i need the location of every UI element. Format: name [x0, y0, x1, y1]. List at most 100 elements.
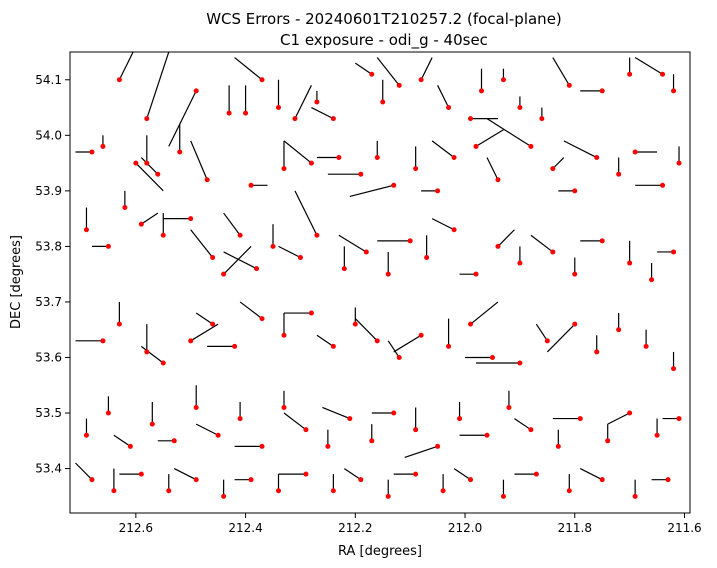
error-vector — [140, 345, 164, 364]
source-point — [160, 232, 166, 238]
source-point — [330, 343, 336, 349]
source-point — [627, 260, 633, 266]
error-vector — [190, 229, 214, 258]
source-point — [248, 182, 254, 188]
plot-area — [75, 52, 682, 499]
source-point — [111, 488, 117, 494]
error-vector — [607, 412, 630, 425]
error-vector — [316, 334, 334, 347]
source-point — [599, 477, 605, 483]
error-vector — [195, 423, 219, 436]
source-point — [632, 493, 638, 499]
source-markers — [83, 71, 682, 499]
source-point — [116, 321, 122, 327]
source-point — [144, 116, 150, 122]
source-point — [83, 227, 89, 233]
error-vector — [294, 85, 312, 119]
source-point — [105, 243, 111, 249]
error-vector — [311, 107, 334, 120]
source-point — [517, 360, 523, 366]
error-vector — [294, 190, 318, 236]
error-vector — [239, 301, 263, 320]
error-vector — [349, 184, 394, 197]
error-vector — [552, 157, 565, 170]
error-vector — [338, 234, 367, 253]
source-point — [144, 349, 150, 355]
error-vector — [75, 462, 93, 481]
error-vector — [470, 301, 499, 325]
error-vector — [552, 57, 570, 86]
source-point — [380, 99, 386, 105]
source-point — [616, 327, 622, 333]
source-point — [413, 471, 419, 477]
chart-title-line2: C1 exposure - odi_g - 40sec — [280, 31, 488, 50]
source-point — [254, 266, 260, 272]
x-tick-label: 212.2 — [338, 521, 372, 535]
source-point — [193, 88, 199, 94]
y-axis-label: DEC [degrees] — [9, 235, 24, 329]
source-point — [259, 316, 265, 322]
source-point — [193, 404, 199, 410]
source-point — [330, 488, 336, 494]
source-point — [133, 160, 139, 166]
y-tick-label: 54.1 — [35, 73, 62, 87]
error-vector — [475, 129, 504, 147]
error-vector — [146, 52, 170, 119]
source-point — [605, 438, 611, 444]
source-point — [391, 410, 397, 416]
chart-title-line1: WCS Errors - 20240601T210257.2 (focal-pl… — [206, 10, 562, 28]
source-point — [100, 143, 106, 149]
source-point — [671, 88, 677, 94]
error-vector — [497, 229, 515, 247]
source-point — [627, 71, 633, 77]
source-point — [473, 271, 479, 277]
source-point — [237, 232, 243, 238]
x-tick-label: 211.6 — [667, 521, 701, 535]
error-vector — [579, 468, 603, 481]
source-point — [457, 416, 463, 422]
error-vector — [376, 57, 400, 86]
error-vector — [283, 412, 307, 431]
source-point — [100, 338, 106, 344]
error-vector — [223, 212, 241, 236]
x-tick-label: 212.0 — [448, 521, 482, 535]
source-point — [479, 88, 485, 94]
source-point — [171, 438, 177, 444]
source-point — [314, 99, 320, 105]
source-point — [676, 416, 682, 422]
source-point — [616, 171, 622, 177]
error-vector — [168, 90, 197, 147]
source-point — [89, 477, 95, 483]
source-point — [671, 366, 677, 372]
source-point — [363, 249, 369, 255]
source-point — [374, 155, 380, 161]
error-vector — [420, 57, 433, 81]
source-point — [533, 471, 539, 477]
error-vector — [453, 468, 471, 481]
source-point — [489, 354, 495, 360]
source-point — [517, 105, 523, 111]
source-point — [643, 343, 649, 349]
source-point — [237, 416, 243, 422]
source-point — [232, 343, 238, 349]
error-vector — [514, 418, 532, 431]
x-tick-label: 211.8 — [558, 521, 592, 535]
source-point — [495, 177, 501, 183]
source-point — [308, 310, 314, 316]
source-point — [660, 71, 666, 77]
source-point — [275, 488, 281, 494]
y-axis-ticks: 53.4 53.5 53.6 53.7 53.8 53.9 54.0 54.1 — [35, 73, 70, 476]
x-axis-ticks: 212.6 212.4 212.2 212.0 211.8 211.6 — [119, 513, 702, 535]
source-point — [297, 255, 303, 261]
source-point — [468, 321, 474, 327]
error-vector — [404, 445, 438, 459]
source-point — [446, 343, 452, 349]
source-point — [500, 77, 506, 83]
error-vector — [393, 334, 422, 353]
source-point — [116, 77, 122, 83]
source-point — [330, 116, 336, 122]
source-point — [138, 221, 144, 227]
y-tick-label: 53.4 — [35, 462, 62, 476]
source-point — [665, 477, 671, 483]
source-point — [374, 338, 380, 344]
